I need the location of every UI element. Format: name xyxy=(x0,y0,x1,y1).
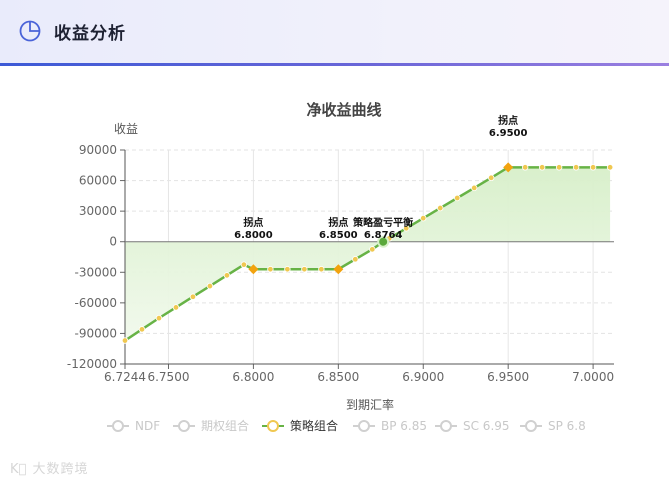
pivot-marker xyxy=(503,162,514,173)
legend-swatch-dot xyxy=(112,420,124,432)
strategy-point xyxy=(437,204,444,212)
y-tick-label: 60000 xyxy=(79,174,117,188)
pivot-marker xyxy=(248,264,259,275)
strategy-point xyxy=(369,246,376,253)
annotation-value: 6.9500 xyxy=(489,128,528,139)
strategy-point xyxy=(206,282,214,290)
x-tick-label: 7.0000 xyxy=(572,370,614,384)
legend-swatch-dot xyxy=(440,420,452,432)
profit-area xyxy=(125,167,611,341)
strategy-point xyxy=(155,314,163,322)
legend-swatch-dot xyxy=(525,420,537,432)
x-tick-label: 6.8500 xyxy=(317,370,359,384)
page-title: 收益分析 xyxy=(54,24,126,44)
legend-swatch-dot xyxy=(178,420,190,432)
strategy-point xyxy=(267,266,274,273)
ks-logo-icon: K⃝ xyxy=(10,462,33,477)
strategy-point xyxy=(121,337,129,344)
y-tick-label: -30000 xyxy=(74,265,117,279)
annotation-label: 拐点 xyxy=(498,114,518,127)
legend-item-label: 策略组合 xyxy=(290,418,338,433)
x-tick-label: 6.8000 xyxy=(232,370,274,384)
strategy-point xyxy=(454,194,461,202)
legend-swatch-dot xyxy=(358,420,370,432)
strategy-point xyxy=(420,214,427,222)
legend-item-label: 期权组合 xyxy=(201,418,249,433)
annotation-value: 6.8500 xyxy=(319,230,358,241)
y-tick-label: 0 xyxy=(109,235,117,249)
annotation-label: 拐点 xyxy=(328,216,348,229)
strategy-point xyxy=(471,184,478,192)
strategy-point xyxy=(240,261,248,268)
annotation-value: 6.8764 xyxy=(364,230,403,241)
strategy-point xyxy=(172,304,180,311)
watermark-text: 大数跨境 xyxy=(32,462,89,477)
watermark: K⃝ 大数跨境 xyxy=(10,458,88,477)
x-tick-label: 6.7500 xyxy=(147,370,189,384)
y-tick-label: -60000 xyxy=(74,296,117,310)
strategy-point xyxy=(589,164,597,171)
pie-chart-icon xyxy=(19,20,41,42)
x-tick-label: 6.9000 xyxy=(402,370,444,384)
x-tick-label: 6.9500 xyxy=(487,370,529,384)
y-axis-title: 收益 xyxy=(114,122,138,136)
y-tick-label: -120000 xyxy=(67,357,117,371)
chart-title: 净收益曲线 xyxy=(306,101,381,119)
strategy-point xyxy=(352,256,359,263)
x-axis-title: 到期汇率 xyxy=(346,397,394,412)
strategy-point xyxy=(572,164,580,171)
strategy-point xyxy=(223,272,231,279)
annotation-value: 6.8000 xyxy=(234,230,273,241)
strategy-point xyxy=(138,326,146,333)
strategy-point xyxy=(521,164,529,171)
x-tick-label: 6.7244 xyxy=(104,370,146,384)
strategy-point xyxy=(555,164,563,171)
annotation-label: 策略盈亏平衡 xyxy=(353,216,413,229)
strategy-point xyxy=(284,266,291,273)
legend-swatch-dot xyxy=(267,420,279,432)
header-divider xyxy=(0,63,669,66)
y-tick-label: -90000 xyxy=(74,326,117,340)
pivot-marker xyxy=(333,264,344,275)
legend-item-label: SP 6.8 xyxy=(548,419,586,433)
strategy-point xyxy=(538,164,546,171)
page-header: 收益分析 xyxy=(0,0,669,64)
y-tick-label: 90000 xyxy=(79,143,117,157)
strategy-point xyxy=(606,164,614,171)
strategy-point xyxy=(318,266,325,273)
strategy-point xyxy=(487,174,495,182)
annotation-label: 拐点 xyxy=(243,216,263,229)
breakeven-marker xyxy=(377,235,390,248)
strategy-point xyxy=(403,225,410,232)
legend-item-label: NDF xyxy=(135,419,160,433)
strategy-point xyxy=(189,293,197,300)
y-tick-label: 30000 xyxy=(79,204,117,218)
strategy-point xyxy=(301,266,308,273)
legend-item-label: BP 6.85 xyxy=(381,419,427,433)
legend-item-label: SC 6.95 xyxy=(463,419,510,433)
